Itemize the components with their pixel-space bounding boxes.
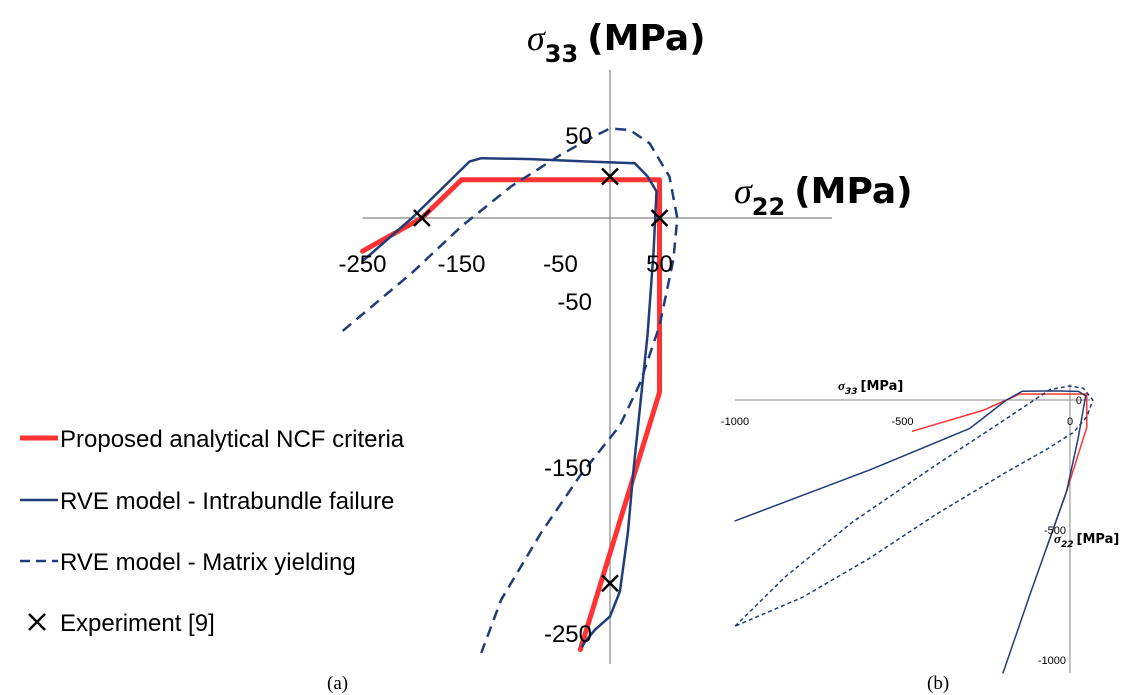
b-series-line-2	[734, 390, 1087, 674]
panel-a-series	[341, 127, 679, 654]
x-axis-title: σ22 (MPa)	[734, 171, 913, 221]
series-line-3	[341, 127, 679, 654]
panel-b-tick-labels: -1000 -500 00 -500 -1000	[721, 395, 1082, 667]
experiment-x-marker	[601, 167, 619, 186]
y-axis-unit: (MPa)	[587, 18, 705, 59]
b-x-axis-subscript: 33	[845, 387, 858, 397]
series-line-2	[361, 156, 658, 648]
y-tick-label: -250	[544, 621, 592, 648]
panel-a-axes	[362, 70, 832, 664]
x-axis-subscript: 22	[752, 193, 785, 221]
experiment-x-marker	[650, 209, 669, 227]
panel-b-series	[734, 385, 1094, 674]
x-tick-label: -250	[338, 251, 386, 278]
y-axis-title: σ33 (MPa)	[527, 18, 706, 68]
b-y-tick-label: -500	[1044, 525, 1066, 537]
panel-b-chart: -1000 -500 00-500-1000 σ33 [MPa] σ22 [MPa] (…	[721, 378, 1119, 694]
b-y-tick-label: -1000	[1038, 655, 1066, 667]
experiment-x-marker	[413, 209, 431, 227]
b-y-tick-label: 0	[1076, 395, 1082, 407]
b-x-tick-label: 0	[1067, 416, 1073, 428]
b-y-axis-symbol: σ	[1054, 531, 1062, 546]
legend-item-matrix: RVE model - Matrix yielding	[20, 549, 356, 576]
legend-label-analytical: Proposed analytical NCF criteria	[60, 426, 405, 453]
legend-label-matrix: RVE model - Matrix yielding	[60, 549, 356, 576]
legend-x-marker-icon	[28, 613, 46, 631]
b-series-line-3	[734, 385, 1094, 627]
legend-label-experiment: Experiment [9]	[60, 610, 215, 637]
b-x-tick-label: -1000	[721, 416, 749, 428]
legend: Proposed analytical NCF criteria RVE mod…	[20, 426, 405, 637]
b-x-axis-symbol: σ	[838, 378, 846, 393]
b-y-axis-subscript: 22	[1061, 540, 1074, 550]
x-axis-unit: (MPa)	[794, 171, 912, 212]
x-tick-label: 50	[646, 251, 673, 278]
b-x-axis-title: σ33 [MPa]	[838, 378, 903, 397]
y-tick-label: -150	[544, 455, 592, 482]
series-line-1	[360, 177, 662, 653]
experiment-x-marker	[601, 574, 619, 593]
x-tick-label: -50	[543, 251, 578, 278]
legend-item-intrabundle: RVE model - Intrabundle failure	[20, 488, 394, 515]
panel-a-markers	[413, 167, 669, 593]
panel-b-axes	[735, 384, 1090, 673]
caption-a: (a)	[327, 673, 348, 694]
y-axis-subscript: 33	[545, 40, 578, 68]
y-axis-symbol: σ	[527, 18, 546, 58]
y-tick-label: 50	[565, 123, 592, 150]
caption-b: (b)	[927, 673, 949, 694]
x-tick-label: -150	[437, 251, 485, 278]
legend-item-experiment: Experiment [9]	[28, 610, 215, 637]
b-x-tick-label: -500	[891, 416, 913, 428]
b-y-axis-unit: [MPa]	[1077, 532, 1120, 547]
y-tick-label: -50	[557, 289, 592, 316]
b-y-axis-title: σ22 [MPa]	[1054, 531, 1119, 550]
legend-item-analytical: Proposed analytical NCF criteria	[20, 426, 405, 453]
b-x-axis-unit: [MPa]	[861, 379, 904, 394]
x-axis-symbol: σ	[734, 171, 753, 211]
panel-a-tick-labels: -250 -150 -50 50 50 -50 -150 -250	[338, 123, 672, 648]
legend-label-intrabundle: RVE model - Intrabundle failure	[60, 488, 394, 515]
